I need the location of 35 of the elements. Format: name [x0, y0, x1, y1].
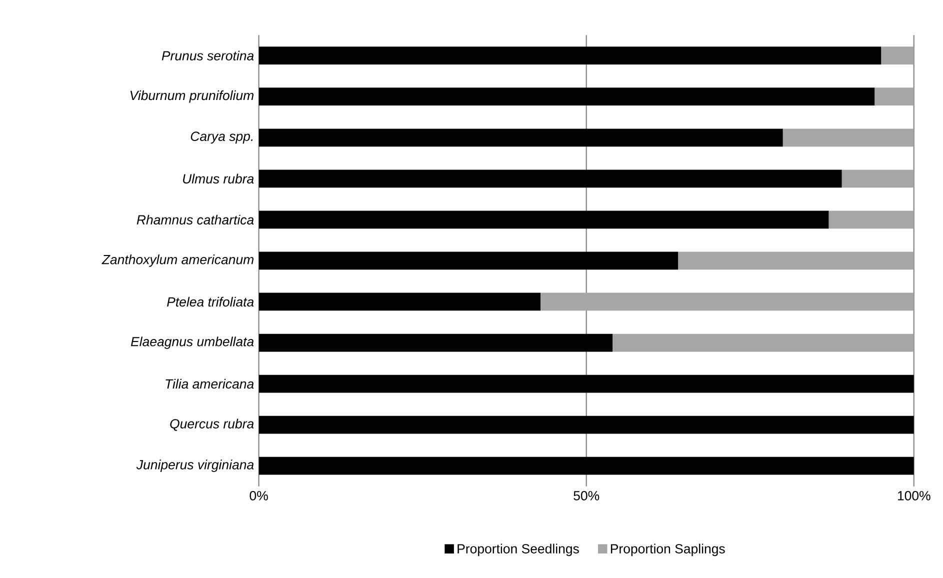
bar [258, 210, 829, 229]
y-tick-label: Ptelea trifoliata [167, 297, 254, 307]
x-tick-label: 0% [250, 491, 268, 501]
bar [258, 128, 783, 147]
y-tick-label: Prunus serotina [162, 50, 254, 61]
bar [258, 334, 613, 352]
bar [782, 128, 914, 147]
bar [258, 252, 678, 270]
bar [842, 170, 914, 188]
bar [881, 46, 914, 65]
bar [258, 457, 914, 475]
bar [612, 334, 914, 352]
legend-label: Proportion Saplings [610, 544, 725, 556]
bar [258, 375, 914, 393]
y-tick-label: Elaeagnus umbellata [130, 336, 254, 350]
x-tick-label: 100% [898, 491, 930, 501]
y-tick-label: Juniperus virginiana [136, 460, 254, 472]
bar [874, 88, 914, 106]
y-tick-label: Carya spp. [190, 132, 252, 144]
y-tick-label: Tilia americana [166, 379, 254, 389]
bar [828, 210, 914, 229]
bar [258, 416, 914, 434]
legend-label: Proportion Seedlings [458, 544, 579, 556]
bar [678, 252, 914, 270]
bar [258, 88, 875, 106]
y-tick-label: Rhamnus cathartica [136, 214, 254, 225]
y-tick-label: Viburnum prunifolium [130, 90, 254, 103]
bar [258, 292, 540, 311]
bar [258, 46, 882, 65]
y-tick-label: Zanthoxylum americanum [102, 254, 254, 268]
bar [258, 170, 842, 188]
y-tick-label: Quercus rubra [170, 418, 254, 432]
x-tick-label: 50% [574, 491, 600, 501]
bar [540, 292, 914, 311]
y-tick-label: Ulmus rubra [183, 174, 254, 184]
